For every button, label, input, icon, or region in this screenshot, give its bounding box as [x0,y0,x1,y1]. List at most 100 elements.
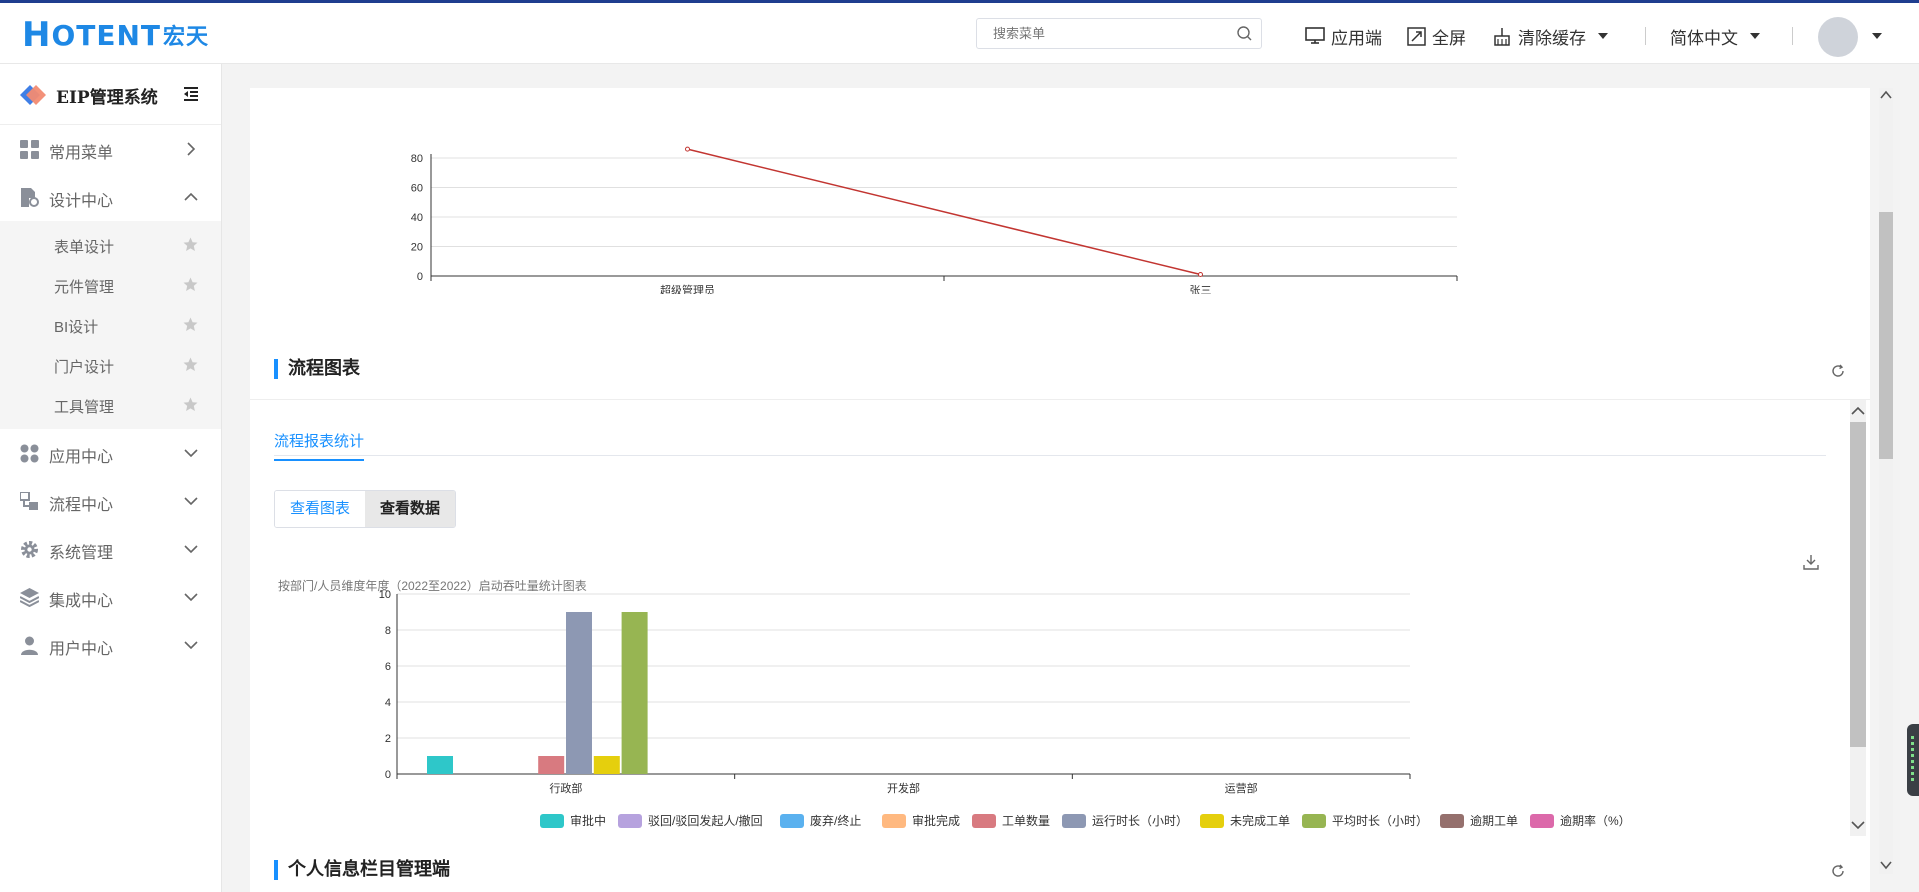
download-icon[interactable] [1803,554,1819,570]
system-title: EIP管理系统 [56,88,158,108]
data-point [685,146,690,152]
search-input[interactable] [991,25,1225,42]
y-tick-label: 0 [417,271,423,283]
sidebar-item-app-center[interactable]: 应用中心 [0,429,221,477]
sidebar-item-flow-center[interactable]: 流程中心 [0,477,221,525]
app-end-button[interactable]: 应用端 [1305,25,1382,48]
header-divider [1792,27,1793,45]
bar [538,756,565,774]
refresh-icon[interactable] [1831,864,1845,878]
legend-swatch [1062,814,1086,828]
chevron-right-icon [187,142,196,156]
chevron-down-icon [1872,33,1882,39]
chart-panel-scrollbar[interactable] [1848,400,1868,836]
legend-label: 工单数量 [1002,813,1050,828]
chevron-down-icon [1598,33,1608,39]
sidebar-item-design-center[interactable]: 设计中心 [0,173,221,221]
user-menu-toggle[interactable] [1872,25,1882,47]
view-toggle: 查看图表 查看数据 [274,490,457,528]
floating-side-widget[interactable] [1907,724,1919,796]
sidebar-item-label: 集成中心 [49,593,114,610]
y-tick-label: 80 [411,153,423,165]
fullscreen-button[interactable]: 全屏 [1407,25,1466,48]
y-tick-label: 20 [411,242,423,254]
hotent-logo[interactable]: H OTENT 宏天 [22,15,210,55]
main-content: 020406080超级管理员张三PC_SUM_ 流程图表 流程报表统计 查看图表… [222,64,1919,892]
language-label: 简体中文 [1670,28,1738,48]
legend-label: 平均时长（小时） [1332,814,1428,828]
sidebar-item-component-manage[interactable]: 元件管理 [0,265,221,305]
y-tick-label: 2 [385,733,391,745]
sidebar-item-label: 流程中心 [49,497,114,514]
sidebar-item-user-center[interactable]: 用户中心 [0,621,221,669]
star-icon[interactable] [183,317,198,332]
series-line [687,148,1201,276]
legend-swatch [972,814,996,828]
top-accent-line [0,0,1919,3]
sidebar-item-label: 应用中心 [49,449,114,466]
sidebar-item-tool-manage[interactable]: 工具管理 [0,385,221,425]
refresh-icon[interactable] [1831,364,1845,378]
sidebar-item-label: 设计中心 [49,193,114,210]
view-data-button[interactable]: 查看数据 [365,491,456,527]
chevron-down-icon [184,641,198,650]
user-icon [21,636,38,655]
menu-search [976,18,1262,49]
legend-swatch [1530,814,1554,828]
language-select[interactable]: 简体中文 [1670,25,1760,48]
sidebar-item-integration-center[interactable]: 集成中心 [0,573,221,621]
sidebar-item-label: 用户中心 [49,641,114,658]
legend-swatch [540,814,564,828]
star-icon[interactable] [183,277,198,292]
star-icon[interactable] [183,397,198,412]
legend-swatch [882,814,906,828]
data-point [1198,272,1203,278]
flow-icon [20,492,38,510]
clear-cache-button[interactable]: 清除缓存 [1492,25,1608,48]
legend-label: 驳回/驳回发起人/撤回 [648,813,763,828]
tab-flow-report[interactable]: 流程报表统计 [274,430,365,461]
sidebar-item-form-design[interactable]: 表单设计 [0,225,221,265]
broom-icon [1494,27,1510,46]
bar [593,756,620,774]
y-tick-label: 40 [411,212,423,224]
legend-swatch [780,814,804,828]
header-divider [1645,27,1646,45]
star-icon[interactable] [183,237,198,252]
x-tick-label: 运营部 [1225,781,1258,795]
legend-label: 审批中 [570,813,606,828]
sidebar-item-label: 元件管理 [54,279,115,296]
bar [427,756,453,774]
sidebar-item-system-manage[interactable]: 系统管理 [0,525,221,573]
bar [621,612,648,774]
y-tick-label: 4 [385,697,391,709]
y-tick-label: 60 [411,183,423,195]
chevron-down-icon [184,545,198,554]
sidebar-item-label: 表单设计 [54,239,115,256]
section-title-flow-chart: 流程图表 [274,359,360,379]
legend-swatch [1302,814,1326,828]
view-chart-button[interactable]: 查看图表 [275,491,366,527]
star-icon[interactable] [183,357,198,372]
collapse-sidebar-icon[interactable] [183,86,199,102]
y-tick-label: 10 [379,589,391,601]
legend-swatch [618,814,642,828]
expand-icon [1407,26,1426,46]
design-center-submenu: 表单设计 元件管理 BI设计 门户设计 工具管理 [0,221,221,429]
sidebar-item-common-menu[interactable]: 常用菜单 [0,125,221,173]
diamond-logo-icon [20,85,46,105]
grid-icon [20,140,39,159]
x-tick-label: 开发部 [887,781,920,795]
search-icon[interactable] [1236,25,1253,47]
sidebar-item-label: 门户设计 [54,359,115,376]
user-avatar[interactable] [1818,17,1858,57]
legend-label: 逾期率（%） [1560,813,1631,828]
sidebar-item-bi-design[interactable]: BI设计 [0,305,221,345]
system-title-bar: EIP管理系统 [0,64,221,125]
sidebar-item-portal-design[interactable]: 门户设计 [0,345,221,385]
gear-icon [21,541,38,558]
page-scrollbar[interactable] [1876,88,1896,874]
y-tick-label: 0 [385,769,391,781]
legend-label: 废弃/终止 [810,813,861,828]
